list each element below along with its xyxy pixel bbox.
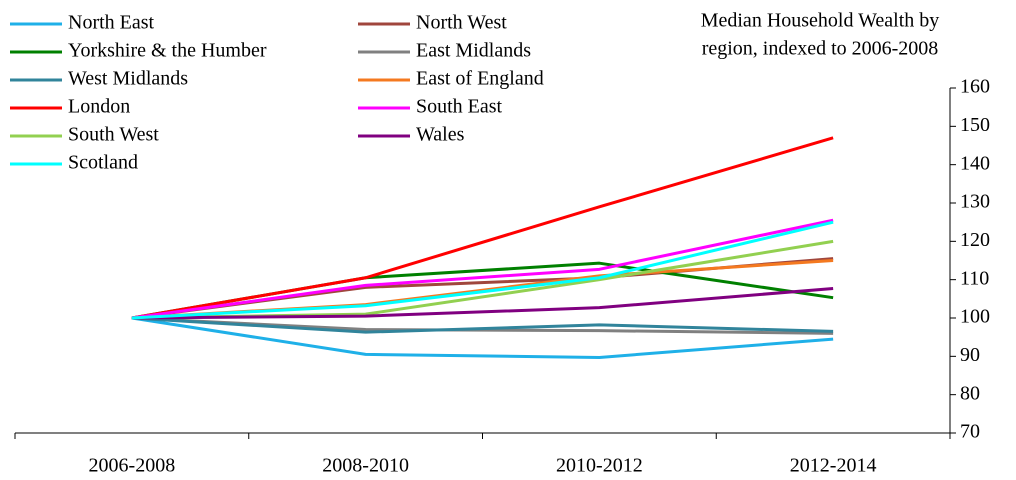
legend-label: West Midlands [68, 68, 188, 90]
legend-label: Scotland [68, 152, 138, 174]
series-line [131, 316, 834, 359]
series-line [131, 286, 834, 320]
y-tick-label: 70 [960, 421, 980, 443]
y-tick-label: 130 [960, 191, 990, 213]
y-tick-label: 110 [960, 267, 989, 289]
legend-label: London [68, 96, 130, 118]
legend-label: North West [416, 12, 507, 34]
y-tick-label: 100 [960, 306, 990, 328]
legend-label: Yorkshire & the Humber [68, 40, 267, 62]
legend-label: East of England [416, 68, 544, 90]
y-tick-label: 120 [960, 229, 990, 251]
x-tick-label: 2012-2014 [790, 455, 877, 477]
legend-label: South East [416, 96, 503, 118]
y-tick-label: 150 [960, 114, 990, 136]
y-tick-label: 80 [960, 382, 980, 404]
legend-label: Wales [416, 124, 465, 146]
legend-label: East Midlands [416, 40, 531, 62]
x-tick-label: 2008-2010 [322, 455, 409, 477]
series-line [131, 220, 834, 320]
chart-title: region, indexed to 2006-2008 [702, 38, 939, 60]
series-line [131, 239, 834, 320]
series-line [131, 136, 834, 320]
y-tick-label: 140 [960, 152, 990, 174]
legend-label: North East [68, 12, 155, 34]
series-line [131, 316, 834, 334]
y-tick-label: 90 [960, 344, 980, 366]
x-tick-label: 2006-2008 [89, 455, 176, 477]
series-line [131, 218, 834, 320]
x-tick-label: 2010-2012 [556, 455, 643, 477]
legend-label: South West [68, 124, 159, 146]
chart-title: Median Household Wealth by [701, 10, 940, 32]
y-tick-label: 160 [960, 76, 990, 98]
